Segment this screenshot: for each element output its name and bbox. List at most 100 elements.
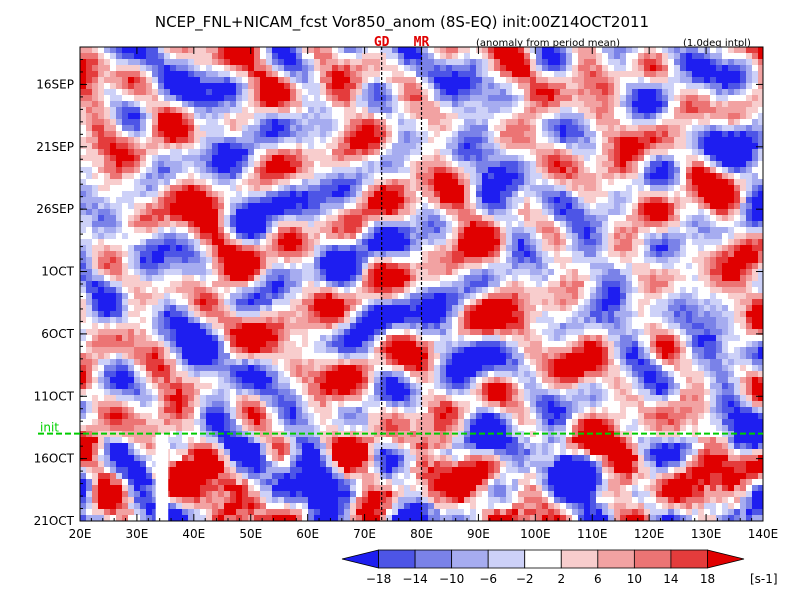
- field-cell: [476, 65, 482, 71]
- field-cell: [338, 71, 344, 77]
- field-cell: [254, 65, 260, 71]
- field-cell: [206, 149, 212, 155]
- field-cell: [368, 227, 374, 233]
- field-cell: [518, 305, 524, 311]
- field-cell: [740, 257, 746, 263]
- field-cell: [734, 179, 740, 185]
- field-cell: [728, 71, 734, 77]
- field-cell: [524, 197, 530, 203]
- field-cell: [518, 137, 524, 143]
- field-cell: [458, 107, 464, 113]
- field-cell: [266, 59, 272, 65]
- field-cell: [752, 179, 758, 185]
- field-cell: [128, 209, 134, 215]
- field-cell: [626, 179, 632, 185]
- field-cell: [356, 143, 362, 149]
- field-cell: [458, 89, 464, 95]
- field-cell: [236, 209, 242, 215]
- field-cell: [758, 71, 763, 77]
- field-cell: [128, 197, 134, 203]
- field-cell: [674, 233, 680, 239]
- field-cell: [512, 119, 518, 125]
- field-cell: [134, 149, 140, 155]
- field-cell: [662, 155, 668, 161]
- field-cell: [146, 269, 152, 275]
- field-cell: [86, 95, 92, 101]
- field-cell: [560, 143, 566, 149]
- field-cell: [548, 185, 554, 191]
- field-cell: [254, 125, 260, 131]
- field-cell: [434, 185, 440, 191]
- field-cell: [140, 101, 146, 107]
- field-cell: [530, 155, 536, 161]
- field-cell: [398, 53, 404, 59]
- field-cell: [692, 83, 698, 89]
- field-cell: [134, 107, 140, 113]
- field-cell: [434, 71, 440, 77]
- field-cell: [110, 161, 116, 167]
- field-cell: [488, 173, 494, 179]
- field-cell: [464, 155, 470, 161]
- field-cell: [434, 149, 440, 155]
- field-cell: [686, 53, 692, 59]
- field-cell: [542, 95, 548, 101]
- field-cell: [212, 161, 218, 167]
- field-cell: [296, 149, 302, 155]
- field-cell: [320, 155, 326, 161]
- field-cell: [158, 239, 164, 245]
- field-cell: [482, 137, 488, 143]
- field-cell: [542, 245, 548, 251]
- field-cell: [368, 137, 374, 143]
- field-cell: [218, 143, 224, 149]
- field-cell: [596, 221, 602, 227]
- field-cell: [680, 47, 686, 53]
- field-cell: [344, 71, 350, 77]
- field-cell: [200, 197, 206, 203]
- field-cell: [452, 233, 458, 239]
- field-cell: [626, 275, 632, 281]
- field-cell: [680, 155, 686, 161]
- field-cell: [566, 245, 572, 251]
- field-cell: [446, 77, 452, 83]
- field-cell: [656, 197, 662, 203]
- field-cell: [596, 83, 602, 89]
- field-cell: [518, 263, 524, 269]
- field-cell: [710, 179, 716, 185]
- field-cell: [290, 281, 296, 287]
- field-cell: [92, 287, 98, 293]
- field-cell: [182, 137, 188, 143]
- field-cell: [536, 293, 542, 299]
- field-cell: [530, 137, 536, 143]
- field-cell: [278, 95, 284, 101]
- field-cell: [584, 131, 590, 137]
- field-cell: [440, 149, 446, 155]
- field-cell: [182, 257, 188, 263]
- field-cell: [176, 101, 182, 107]
- field-cell: [296, 227, 302, 233]
- field-cell: [92, 257, 98, 263]
- field-cell: [320, 263, 326, 269]
- field-cell: [92, 221, 98, 227]
- field-cell: [536, 53, 542, 59]
- field-cell: [650, 59, 656, 65]
- field-cell: [512, 299, 518, 305]
- field-cell: [668, 233, 674, 239]
- field-cell: [536, 197, 542, 203]
- field-cell: [158, 107, 164, 113]
- field-cell: [476, 161, 482, 167]
- field-cell: [344, 293, 350, 299]
- field-cell: [380, 287, 386, 293]
- field-cell: [176, 209, 182, 215]
- field-cell: [440, 107, 446, 113]
- field-cell: [656, 215, 662, 221]
- field-cell: [704, 95, 710, 101]
- field-cell: [548, 293, 554, 299]
- field-cell: [212, 215, 218, 221]
- field-cell: [710, 71, 716, 77]
- field-cell: [302, 119, 308, 125]
- field-cell: [248, 119, 254, 125]
- field-cell: [158, 209, 164, 215]
- field-cell: [278, 293, 284, 299]
- field-cell: [152, 185, 158, 191]
- field-cell: [608, 59, 614, 65]
